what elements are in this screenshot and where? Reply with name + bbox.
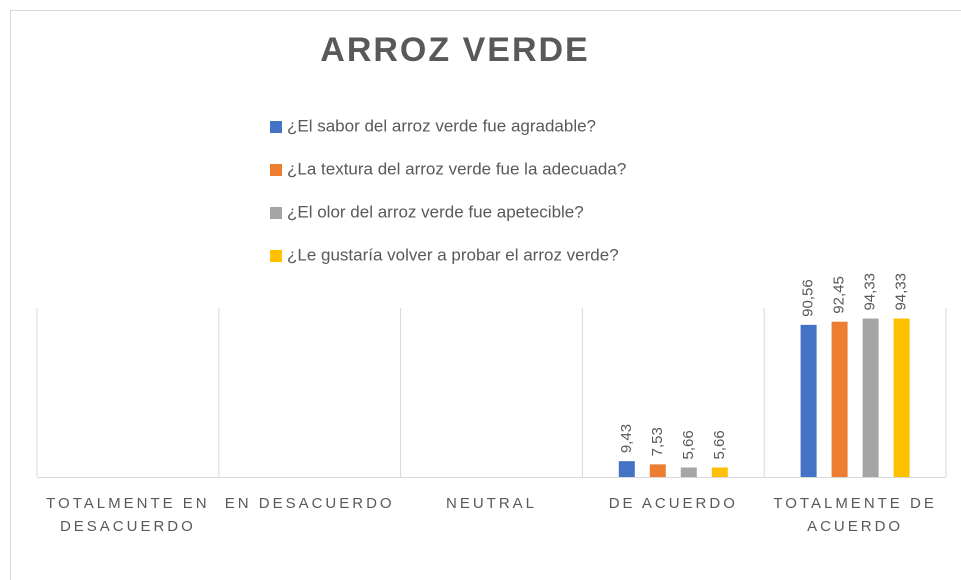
legend-label: ¿El sabor del arroz verde fue agradable? xyxy=(287,116,596,135)
legend-swatch xyxy=(270,250,282,262)
bar xyxy=(649,464,666,477)
data-label: 94,33 xyxy=(893,273,910,311)
bar xyxy=(618,461,635,477)
bar xyxy=(800,324,817,477)
data-label: 94,33 xyxy=(862,273,879,311)
x-tick-label: TOTALMENTE DE ACUERDO xyxy=(773,495,937,535)
data-label: 7,53 xyxy=(649,427,666,456)
x-tick-label: EN DESACUERDO xyxy=(224,495,395,512)
bar xyxy=(680,467,697,477)
legend-swatch xyxy=(270,121,282,133)
x-tick-label: TOTALMENTE EN DESACUERDO xyxy=(46,495,210,535)
bar xyxy=(862,318,879,477)
data-label: 92,45 xyxy=(831,276,848,314)
data-label: 5,66 xyxy=(680,430,697,459)
bar xyxy=(711,467,728,477)
chart-border xyxy=(10,10,961,580)
data-label: 90,56 xyxy=(800,279,817,317)
data-label: 5,66 xyxy=(711,430,728,459)
bar xyxy=(831,321,848,477)
chart-title: ARROZ VERDE xyxy=(320,31,589,69)
legend-label: ¿Le gustaría volver a probar el arroz ve… xyxy=(287,245,619,264)
x-tick-label: NEUTRAL xyxy=(445,495,537,512)
legend-swatch xyxy=(270,207,282,219)
data-label: 9,43 xyxy=(618,424,635,453)
legend-swatch xyxy=(270,164,282,176)
legend-label: ¿El olor del arroz verde fue apetecible? xyxy=(287,202,584,221)
bar xyxy=(893,318,910,477)
x-tick-label: DE ACUERDO xyxy=(608,495,738,512)
legend-label: ¿La textura del arroz verde fue la adecu… xyxy=(287,159,626,178)
